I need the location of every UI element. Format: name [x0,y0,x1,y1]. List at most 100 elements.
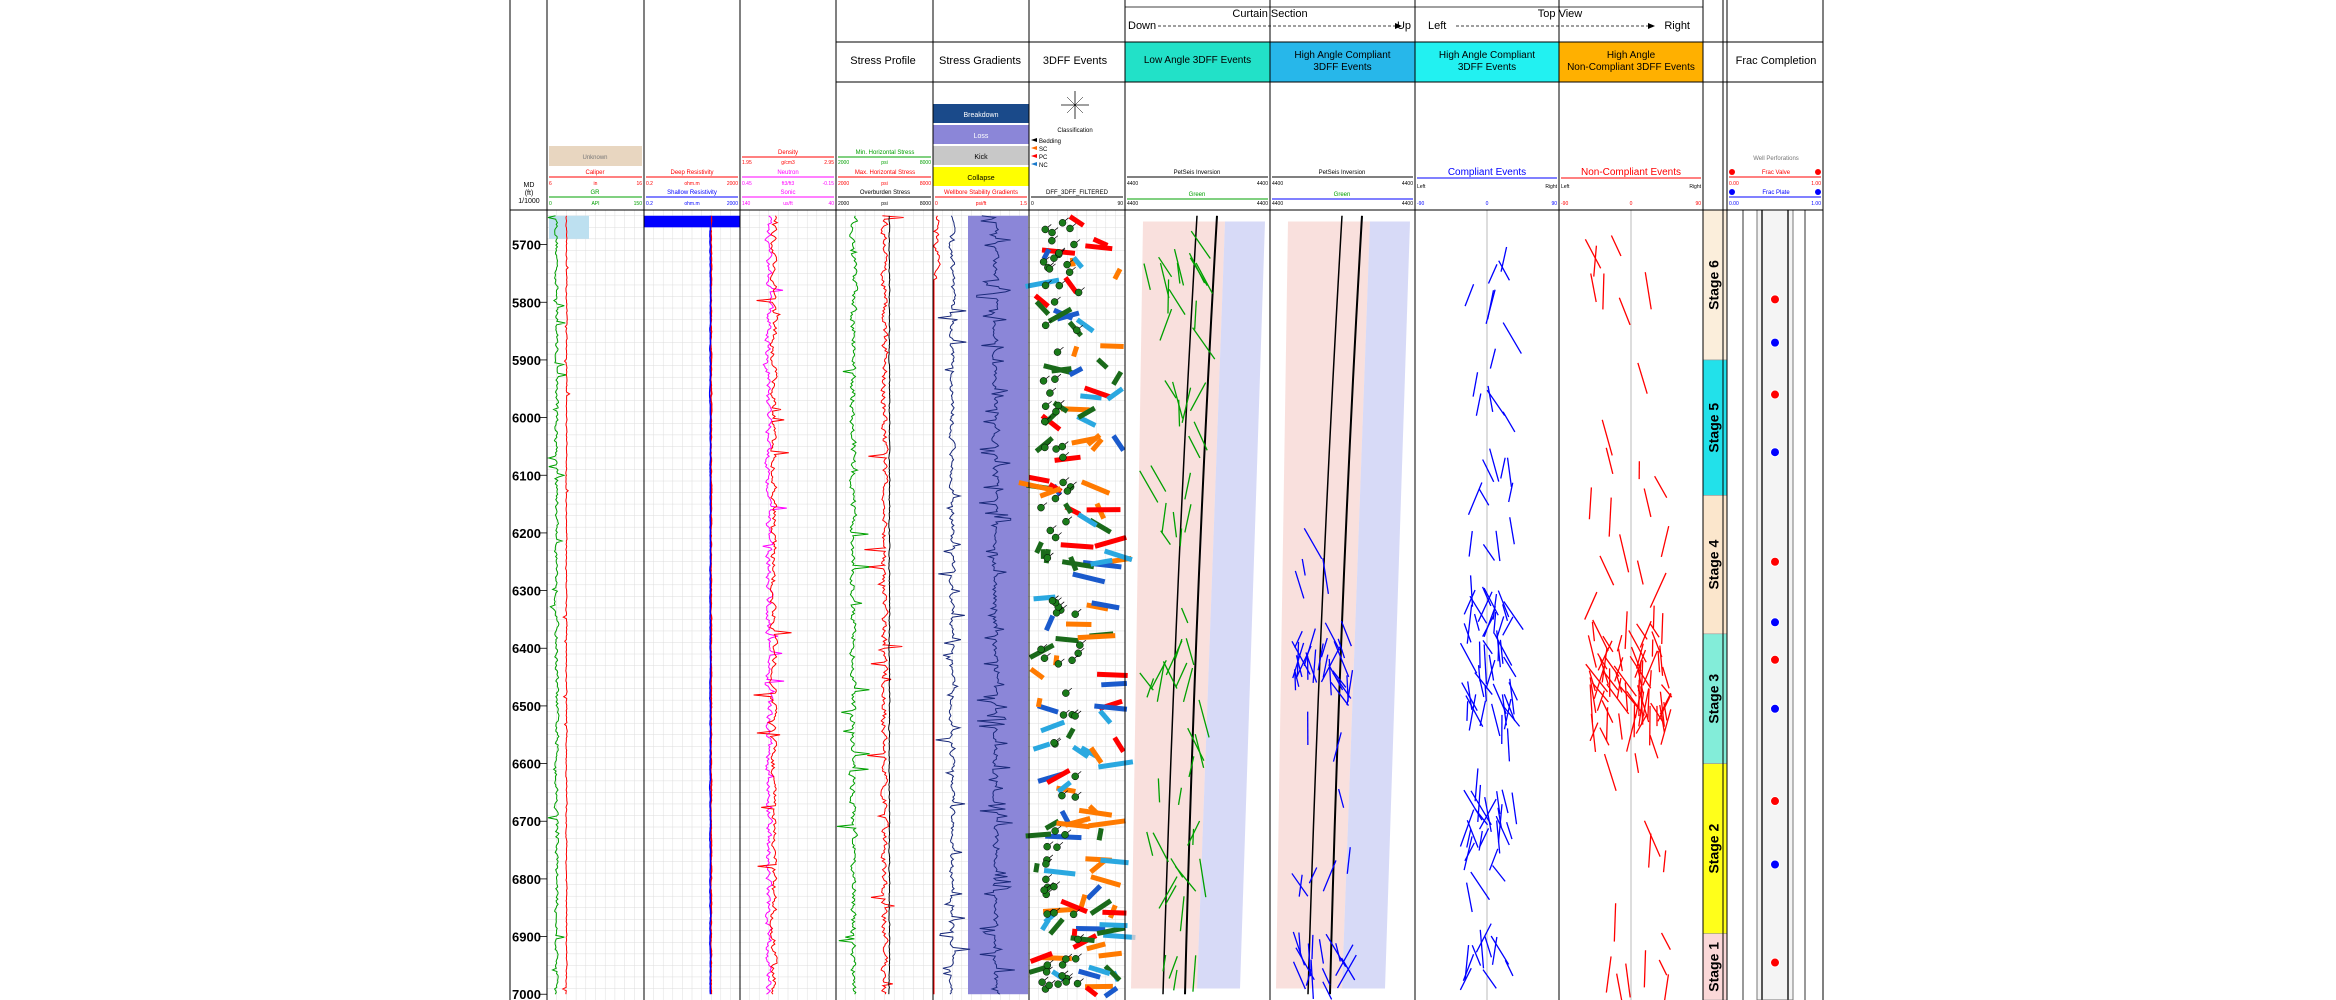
compliant-top-event [1506,728,1511,762]
3dff-tadpole [1065,268,1074,276]
3dff-tadpole [1062,689,1070,697]
compliant-top-event [1483,644,1488,685]
compliant-top-event [1482,640,1493,655]
frac-valve-legend-dot-2 [1815,169,1821,175]
noncompliant-top-event [1649,572,1667,608]
3dff-tadpole [1053,348,1062,356]
compliant-top-event [1477,665,1481,682]
low-angle-event [1181,387,1192,423]
plate-scale-right: 1.00 [1811,201,1821,207]
compliant-top-event [1468,530,1473,557]
compliant-top-event [1496,791,1501,815]
compliant-top-event [1486,389,1506,416]
noncompliant-top-event [1657,650,1661,673]
high-compliant-curtain-event [1292,931,1306,966]
sonic-scale-left: 140 [742,201,751,207]
3dff-event-bar [1078,893,1088,909]
compliant-top-event [1500,246,1508,272]
3dff-event-bar [1056,780,1072,794]
compliant-top-event [1465,882,1473,913]
3dff-event-bar [1103,932,1136,941]
compliant-top-event [1503,698,1512,730]
deep-scale-left: 0.2 [646,181,653,187]
high-compliant-curtain-event [1296,641,1300,677]
frac-plate-marker [1770,617,1780,628]
3dff-event-bar [1098,709,1113,725]
compliant-top-event [1471,944,1482,966]
noncompliant-top-event [1659,645,1664,676]
low-angle-event [1158,256,1173,278]
low-angle-inversion-pink [1131,221,1225,989]
3dff-event-bar [1068,366,1084,378]
compliant-top-event [1475,923,1492,953]
neutron-scale-mid: ft3/ft3 [782,181,795,187]
noncompliant-top-event [1614,657,1624,682]
3dff-tadpole [1063,487,1072,495]
3dff-event-bar [1086,602,1109,612]
noncompliant-top-event [1629,655,1652,689]
class-label-pc: PC [1039,155,1048,161]
curve-label-sonic: Sonic [780,190,795,196]
compliant-top-event [1482,969,1497,989]
noncompliant-top-event [1588,487,1593,520]
3dff-event-bar [1082,560,1122,570]
3dff-event-bar [1065,727,1076,740]
3dff-event-bar [1102,909,1127,916]
gr-scale-left: 0 [549,201,552,207]
noncompliant-top-event [1660,709,1672,745]
inv1-scale-right: 4400 [1257,181,1268,187]
gradient-red-curve [932,215,941,995]
3dff-event-bar [1090,557,1113,567]
compliant-top-event [1482,544,1496,561]
class-label-sc: SC [1039,147,1048,153]
compliant-top-event [1463,589,1476,615]
stability-legend-box-kick [933,146,1029,165]
noncompliant-top-event [1599,555,1615,586]
stability-legend-breakdown: Breakdown [963,112,998,119]
depth-label-5700: 5700 [512,238,541,253]
compliant-top-event [1463,789,1483,821]
compliant-top-event [1481,586,1492,607]
low-angle-event [1172,511,1178,538]
low-angle-event [1194,300,1197,330]
3dff-event-bar [1096,827,1104,841]
compliant-top-event [1493,611,1497,634]
3dff-tadpole [1043,961,1052,969]
compliant-top-event [1489,448,1500,482]
noncompliant-top-event [1636,560,1644,585]
depth-label-6200: 6200 [512,526,541,541]
compliant-top-event [1479,828,1490,847]
compliant-top-event [1506,821,1513,840]
compliant-top-event [1474,768,1479,802]
noncompliant-lr-left: Left [1561,184,1570,190]
low-angle-event [1185,638,1195,666]
shallow-scale-mid: ohm.m [684,201,699,207]
inv2-scale-b-right: 4400 [1402,201,1413,207]
track-title-stress-profile: Stress Profile [850,55,915,67]
unknown-fill-legend [549,146,642,166]
high-compliant-curtain-event [1330,681,1350,706]
3dff-event-bar [1091,600,1120,611]
depth-label-6500: 6500 [512,699,541,714]
compliant-top-event [1466,828,1472,848]
3dff-tadpole [1058,442,1067,451]
3dff-event-bar [1034,541,1044,555]
noncompliant-top-event [1603,672,1619,691]
3dff-event-bar [1025,277,1060,289]
class-marker-pc [1031,154,1037,158]
noncompliant-top-event [1592,619,1609,652]
3dff-tadpole [1062,517,1070,526]
3dff-event-bar [1033,862,1040,873]
3dff-tadpole [1043,554,1052,562]
noncompliant-top-event [1616,634,1623,652]
noncompliant-top-event [1585,663,1609,693]
high-compliant-curtain-event [1337,638,1346,659]
high-compliant-curtain-event [1335,943,1341,962]
high-compliant-curtain-event [1346,675,1349,702]
md-unit: (ft) [525,190,534,197]
top-view-title: Top View [1538,8,1582,20]
3dff-tadpole [1061,831,1069,839]
depth-label-5900: 5900 [512,353,541,368]
noncompliant-top-event [1589,677,1597,714]
